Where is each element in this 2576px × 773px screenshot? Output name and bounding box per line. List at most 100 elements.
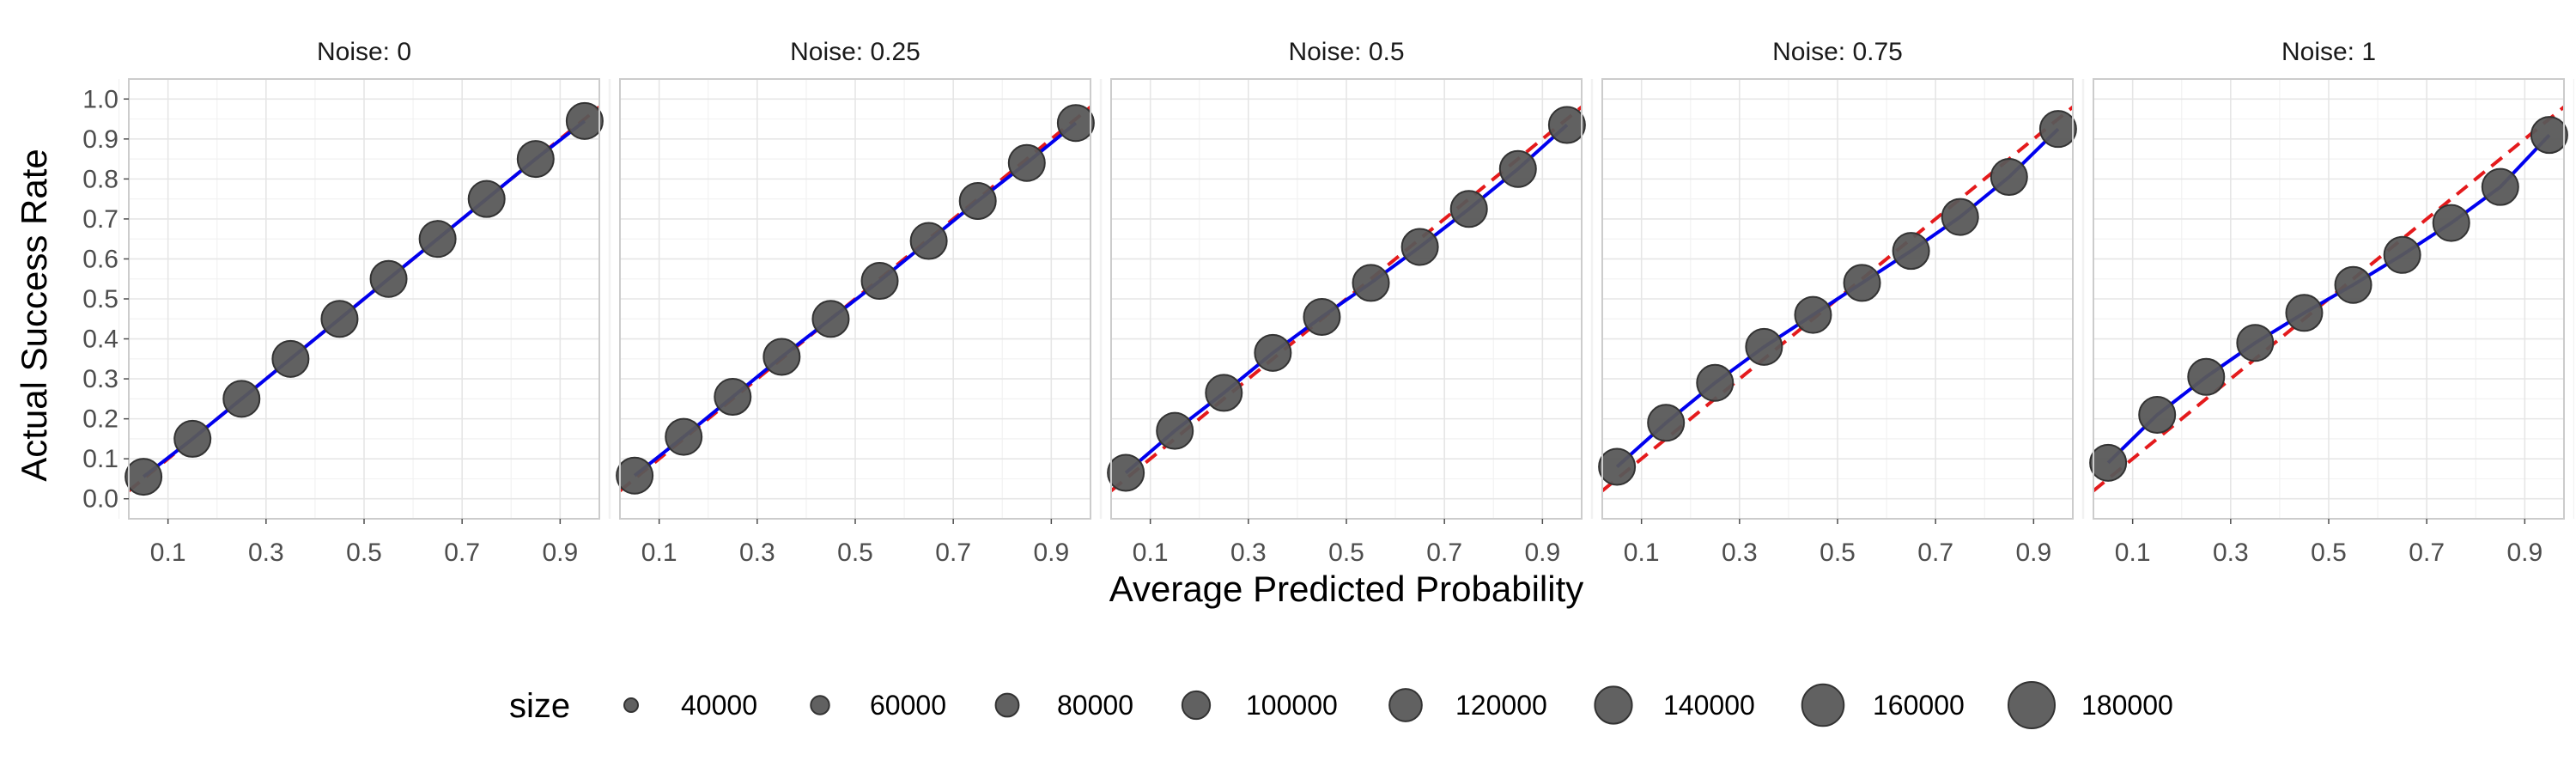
data-point <box>762 338 801 376</box>
legend-key-circle <box>1801 683 1845 727</box>
legend-key-circle <box>994 692 1020 718</box>
legend-label: 160000 <box>1873 690 1965 721</box>
data-point <box>2334 265 2372 304</box>
strip-label: Noise: 0.5 <box>1288 38 1404 66</box>
data-point <box>1156 411 1194 450</box>
legend-label: 120000 <box>1455 690 1547 721</box>
y-tick-label: 0.6 <box>82 245 118 273</box>
data-point <box>467 180 506 218</box>
y-tick-label: 0.2 <box>82 405 118 434</box>
data-point <box>2089 443 2128 482</box>
x-tick-label: 0.5 <box>346 539 382 567</box>
legend-title: size <box>509 687 570 725</box>
data-point <box>125 458 163 496</box>
y-tick-label: 0.9 <box>82 125 118 154</box>
data-point <box>2236 324 2275 362</box>
data-point <box>1303 297 1341 336</box>
x-tick-label: 0.5 <box>1820 539 1856 567</box>
data-point <box>2530 116 2568 155</box>
legend-key-circle <box>1181 690 1212 721</box>
data-point <box>811 300 850 338</box>
legend-label: 100000 <box>1246 690 1338 721</box>
x-tick-label: 0.1 <box>150 539 186 567</box>
data-point <box>958 181 997 220</box>
y-tick-label: 1.0 <box>82 85 118 113</box>
data-point <box>2383 235 2421 274</box>
y-axis-title: Actual Success Rate <box>14 149 54 482</box>
data-point <box>665 417 703 456</box>
legend-key-circle <box>810 695 830 715</box>
legend-key-circle <box>623 697 639 713</box>
legend-key-circle <box>1594 685 1633 725</box>
x-tick-label: 0.3 <box>739 539 775 567</box>
data-point <box>1007 143 1046 182</box>
x-axis-title: Average Predicted Probability <box>1109 569 1584 609</box>
x-tick-label: 0.1 <box>641 539 677 567</box>
data-point <box>1892 232 1930 271</box>
legend-label: 60000 <box>870 690 946 721</box>
x-tick-label: 0.3 <box>248 539 284 567</box>
panel-plot-area <box>2093 106 2564 492</box>
facet-panel: Noise: 0.5 0.1 0.3 0.5 0.7 0.9 <box>1100 38 1593 567</box>
y-tick-label: 0.1 <box>82 445 118 473</box>
data-point <box>1990 158 2028 197</box>
data-point <box>1598 447 1637 486</box>
data-point <box>1547 106 1586 144</box>
x-tick-label: 0.5 <box>2311 539 2347 567</box>
data-point <box>271 339 310 378</box>
y-tick-label: 0.3 <box>82 365 118 393</box>
data-point <box>1745 327 1783 366</box>
x-tick-label: 0.7 <box>1917 539 1953 567</box>
data-point <box>909 222 948 260</box>
data-point <box>1696 363 1735 402</box>
x-tick-label: 0.9 <box>1524 539 1560 567</box>
x-tick-label: 0.7 <box>1426 539 1462 567</box>
data-point <box>1794 295 1832 334</box>
data-point <box>173 419 212 458</box>
data-point <box>1449 190 1488 228</box>
x-tick-label: 0.3 <box>2213 539 2249 567</box>
data-point <box>418 220 457 259</box>
data-point <box>616 456 654 495</box>
x-tick-label: 0.1 <box>1133 539 1169 567</box>
y-tick-label: 0.8 <box>82 165 118 193</box>
y-tick-label: 0.4 <box>82 326 118 354</box>
x-tick-label: 0.9 <box>2015 539 2051 567</box>
x-tick-label: 0.5 <box>1328 539 1364 567</box>
data-point <box>714 378 752 417</box>
legend-label: 140000 <box>1663 690 1755 721</box>
data-point <box>2187 357 2226 396</box>
data-point <box>1498 149 1537 188</box>
x-tick-label: 0.9 <box>1033 539 1069 567</box>
data-point <box>1647 404 1686 442</box>
legend-label: 180000 <box>2081 690 2173 721</box>
data-point <box>1843 264 1881 302</box>
fit-line <box>1124 124 1569 475</box>
data-point <box>222 380 261 418</box>
x-tick-label: 0.7 <box>935 539 971 567</box>
fit-line <box>1615 127 2060 468</box>
x-tick-label: 0.9 <box>542 539 578 567</box>
data-point <box>2285 294 2324 332</box>
strip-label: Noise: 0 <box>317 38 411 66</box>
facet-panel: Noise: 1 0.1 0.3 0.5 0.7 0.9 <box>2082 38 2575 567</box>
panel-plot-area <box>129 106 599 492</box>
y-tick-label: 0.7 <box>82 205 118 234</box>
data-point <box>516 140 555 179</box>
data-point <box>2038 110 2077 149</box>
facet-panel: Noise: 0.75 0.1 0.3 0.5 0.7 0.9 <box>1591 38 2084 567</box>
facet-panel: Noise: 0.25 0.1 0.3 0.5 0.7 0.9 <box>609 38 1102 567</box>
data-point <box>860 262 899 301</box>
fit-line <box>142 119 586 478</box>
data-point <box>320 300 359 338</box>
x-tick-label: 0.7 <box>2409 539 2445 567</box>
data-point <box>1107 453 1145 492</box>
x-tick-label: 0.7 <box>444 539 480 567</box>
data-point <box>2138 395 2177 434</box>
x-tick-label: 0.5 <box>837 539 873 567</box>
legend-label: 80000 <box>1057 690 1133 721</box>
legend-label: 40000 <box>681 690 757 721</box>
fit-line <box>2106 133 2551 465</box>
strip-label: Noise: 1 <box>2281 38 2376 66</box>
